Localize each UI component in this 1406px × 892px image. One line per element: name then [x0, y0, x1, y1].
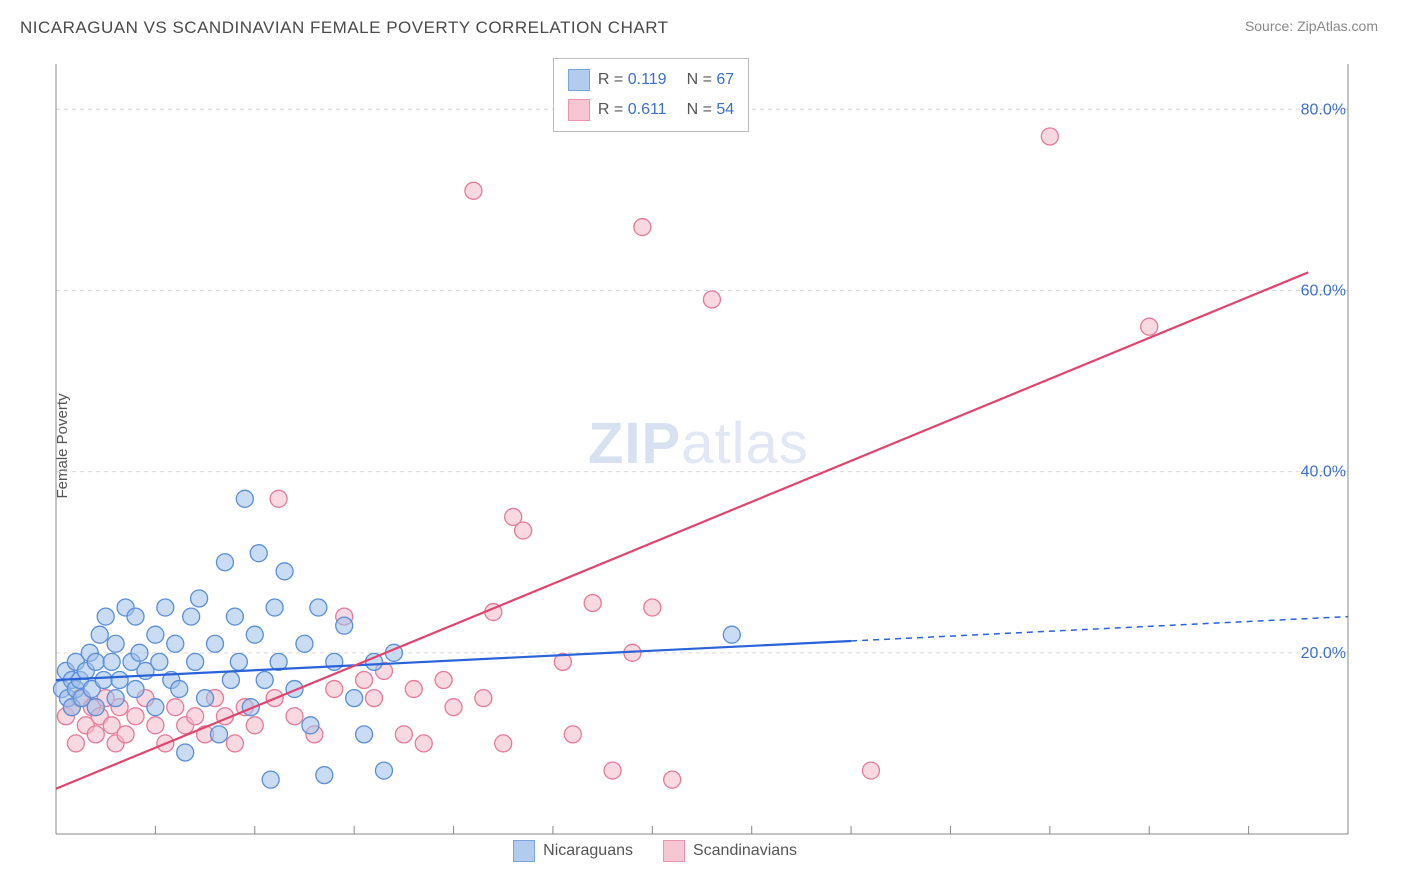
legend-item: Nicaraguans — [513, 840, 633, 862]
svg-text:80.0%: 80.0% — [1301, 101, 1346, 118]
chart-area: 20.0%40.0%60.0%80.0%0.0%60.0% ZIPatlas R… — [48, 50, 1358, 840]
svg-text:20.0%: 20.0% — [1301, 645, 1346, 662]
scatter-plot-svg: 20.0%40.0%60.0%80.0%0.0%60.0% — [48, 50, 1358, 840]
legend-item: Scandinavians — [663, 840, 797, 862]
source-link[interactable]: ZipAtlas.com — [1297, 18, 1378, 34]
source-label: Source: ZipAtlas.com — [1245, 18, 1378, 34]
svg-text:60.0%: 60.0% — [1301, 282, 1346, 299]
svg-text:40.0%: 40.0% — [1301, 464, 1346, 481]
source-prefix: Source: — [1245, 18, 1297, 34]
chart-title: NICARAGUAN VS SCANDINAVIAN FEMALE POVERT… — [20, 18, 669, 38]
series-legend: Nicaraguans Scandinavians — [513, 840, 797, 862]
